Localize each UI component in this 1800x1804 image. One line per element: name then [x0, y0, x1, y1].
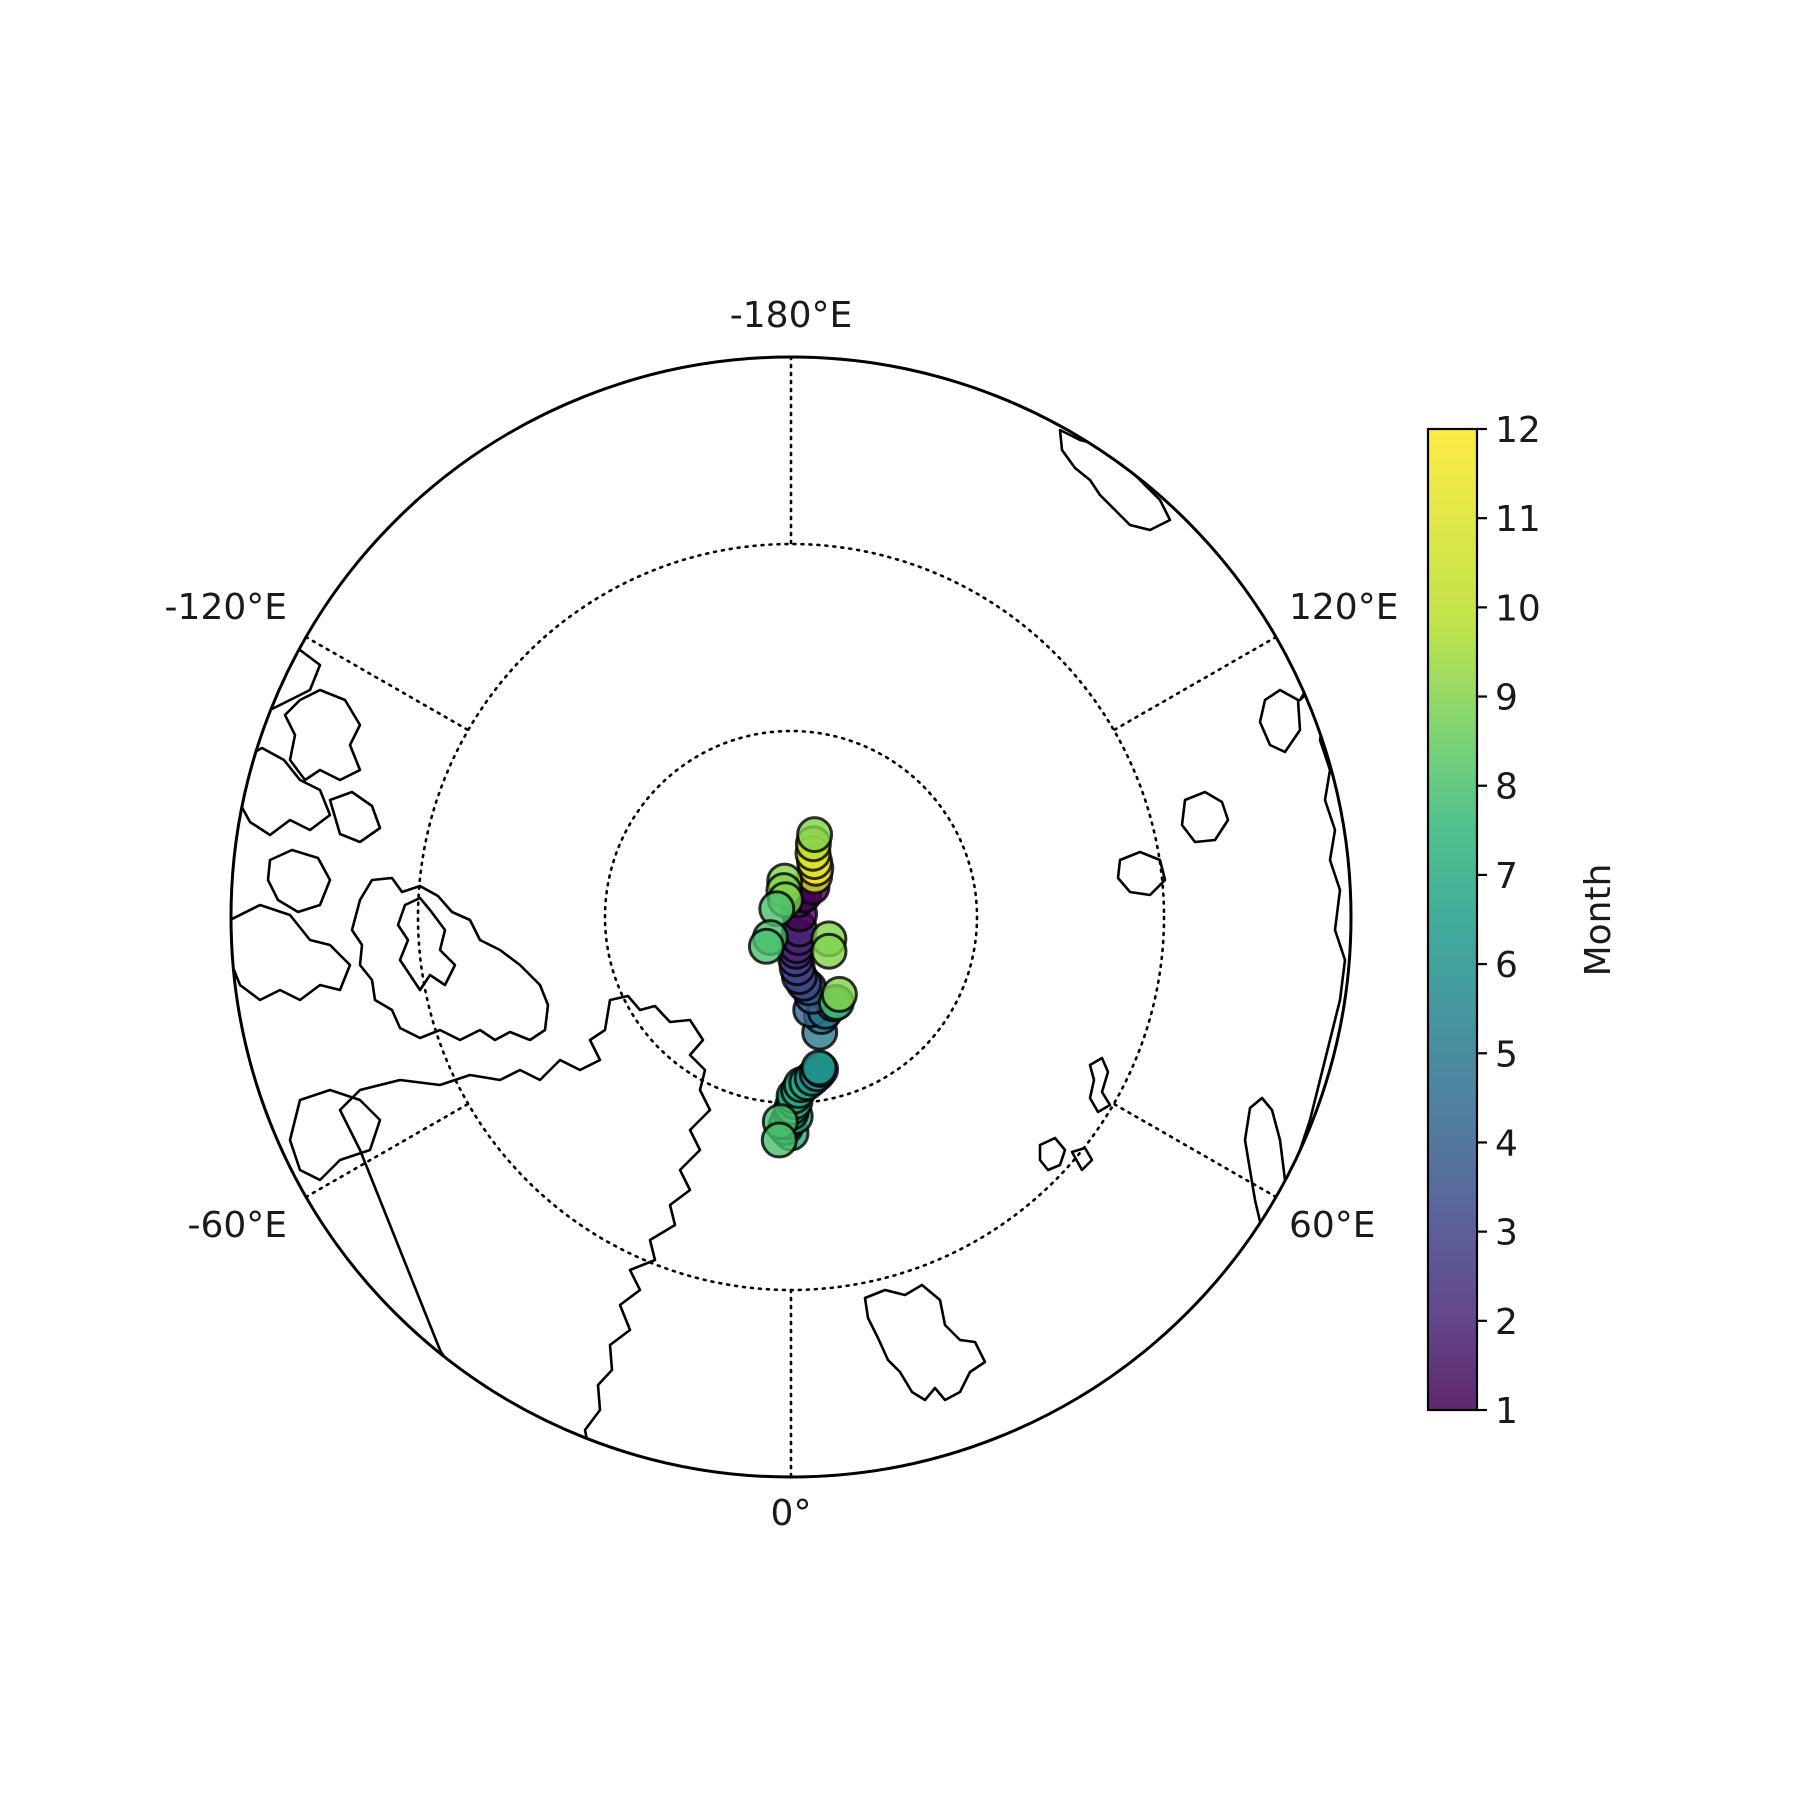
coastline-franz-josef	[1038, 1136, 1067, 1172]
colorbar-label: Month	[1578, 864, 1619, 977]
colorbar-tick-label: 4	[1495, 1123, 1518, 1164]
meridian-labels: -180°E -120°E 120°E -60°E 60°E 0°	[165, 295, 1399, 1534]
coastline-new-siberian-2	[1116, 850, 1167, 897]
coastline-parry-2	[266, 848, 332, 914]
lon-label-minus-120: -120°E	[165, 587, 287, 628]
colorbar-tick-label: 3	[1495, 1213, 1518, 1254]
lon-label-180: -180°E	[730, 295, 852, 336]
coastline-parry-1	[328, 790, 382, 844]
lon-label-120: 120°E	[1289, 587, 1398, 628]
map-boundary	[229, 355, 1353, 1479]
scatter-point	[800, 1049, 838, 1087]
coastline-ellesmere	[350, 876, 550, 1042]
coastline-banks	[283, 688, 362, 782]
colorbar-tick-label: 10	[1495, 588, 1541, 629]
coastline-canada-south	[288, 1088, 382, 1182]
colorbar-tick-label: 2	[1495, 1302, 1518, 1343]
colorbar-tick-label: 11	[1495, 499, 1541, 540]
colorbar-tick-label: 7	[1495, 856, 1518, 897]
colorbar-gradient	[1428, 429, 1477, 1410]
colorbar-tick-label: 5	[1495, 1034, 1518, 1075]
coastline-franz-josef-2	[1070, 1146, 1094, 1172]
colorbar-tick-label: 8	[1495, 767, 1518, 808]
coastline-new-siberian	[1180, 790, 1230, 844]
meridian-120	[1112, 635, 1278, 732]
meridian-60	[1112, 1102, 1278, 1199]
colorbar-tick-label: 1	[1495, 1391, 1518, 1432]
coastline-axel-heiberg	[396, 896, 457, 992]
coastline-taymyr	[1258, 688, 1302, 754]
meridian-minus-60	[304, 1102, 470, 1199]
colorbar-frame	[1426, 427, 1479, 1412]
lon-label-0: 0°	[771, 1493, 812, 1534]
graticule	[304, 355, 1278, 1479]
lon-label-60: 60°E	[1289, 1205, 1376, 1246]
colorbar-tick-label: 6	[1495, 945, 1518, 986]
meridian-minus-120	[304, 635, 470, 732]
coastline-severnaya	[1088, 1056, 1112, 1114]
scatter-points	[747, 816, 858, 1159]
coastline-chukotka	[1058, 428, 1172, 532]
scatter-point	[747, 927, 785, 965]
latitude-circle-80	[603, 729, 979, 1105]
scatter-point	[760, 1121, 798, 1159]
coastline-greenland	[338, 994, 712, 1477]
scatter-point	[820, 975, 858, 1013]
coastline-victoria	[236, 746, 332, 837]
coastline-baffin	[231, 903, 352, 1002]
colorbar-tick-label: 12	[1495, 410, 1541, 451]
scatter-point	[810, 932, 848, 970]
coastline-novaya-zemlya	[1243, 1096, 1287, 1242]
lon-label-minus-60: -60°E	[187, 1205, 287, 1246]
coastline-svalbard	[863, 1283, 987, 1402]
scatter-point	[796, 816, 834, 854]
colorbar-tick-label: 9	[1495, 678, 1518, 719]
coastlines	[231, 428, 1351, 1477]
